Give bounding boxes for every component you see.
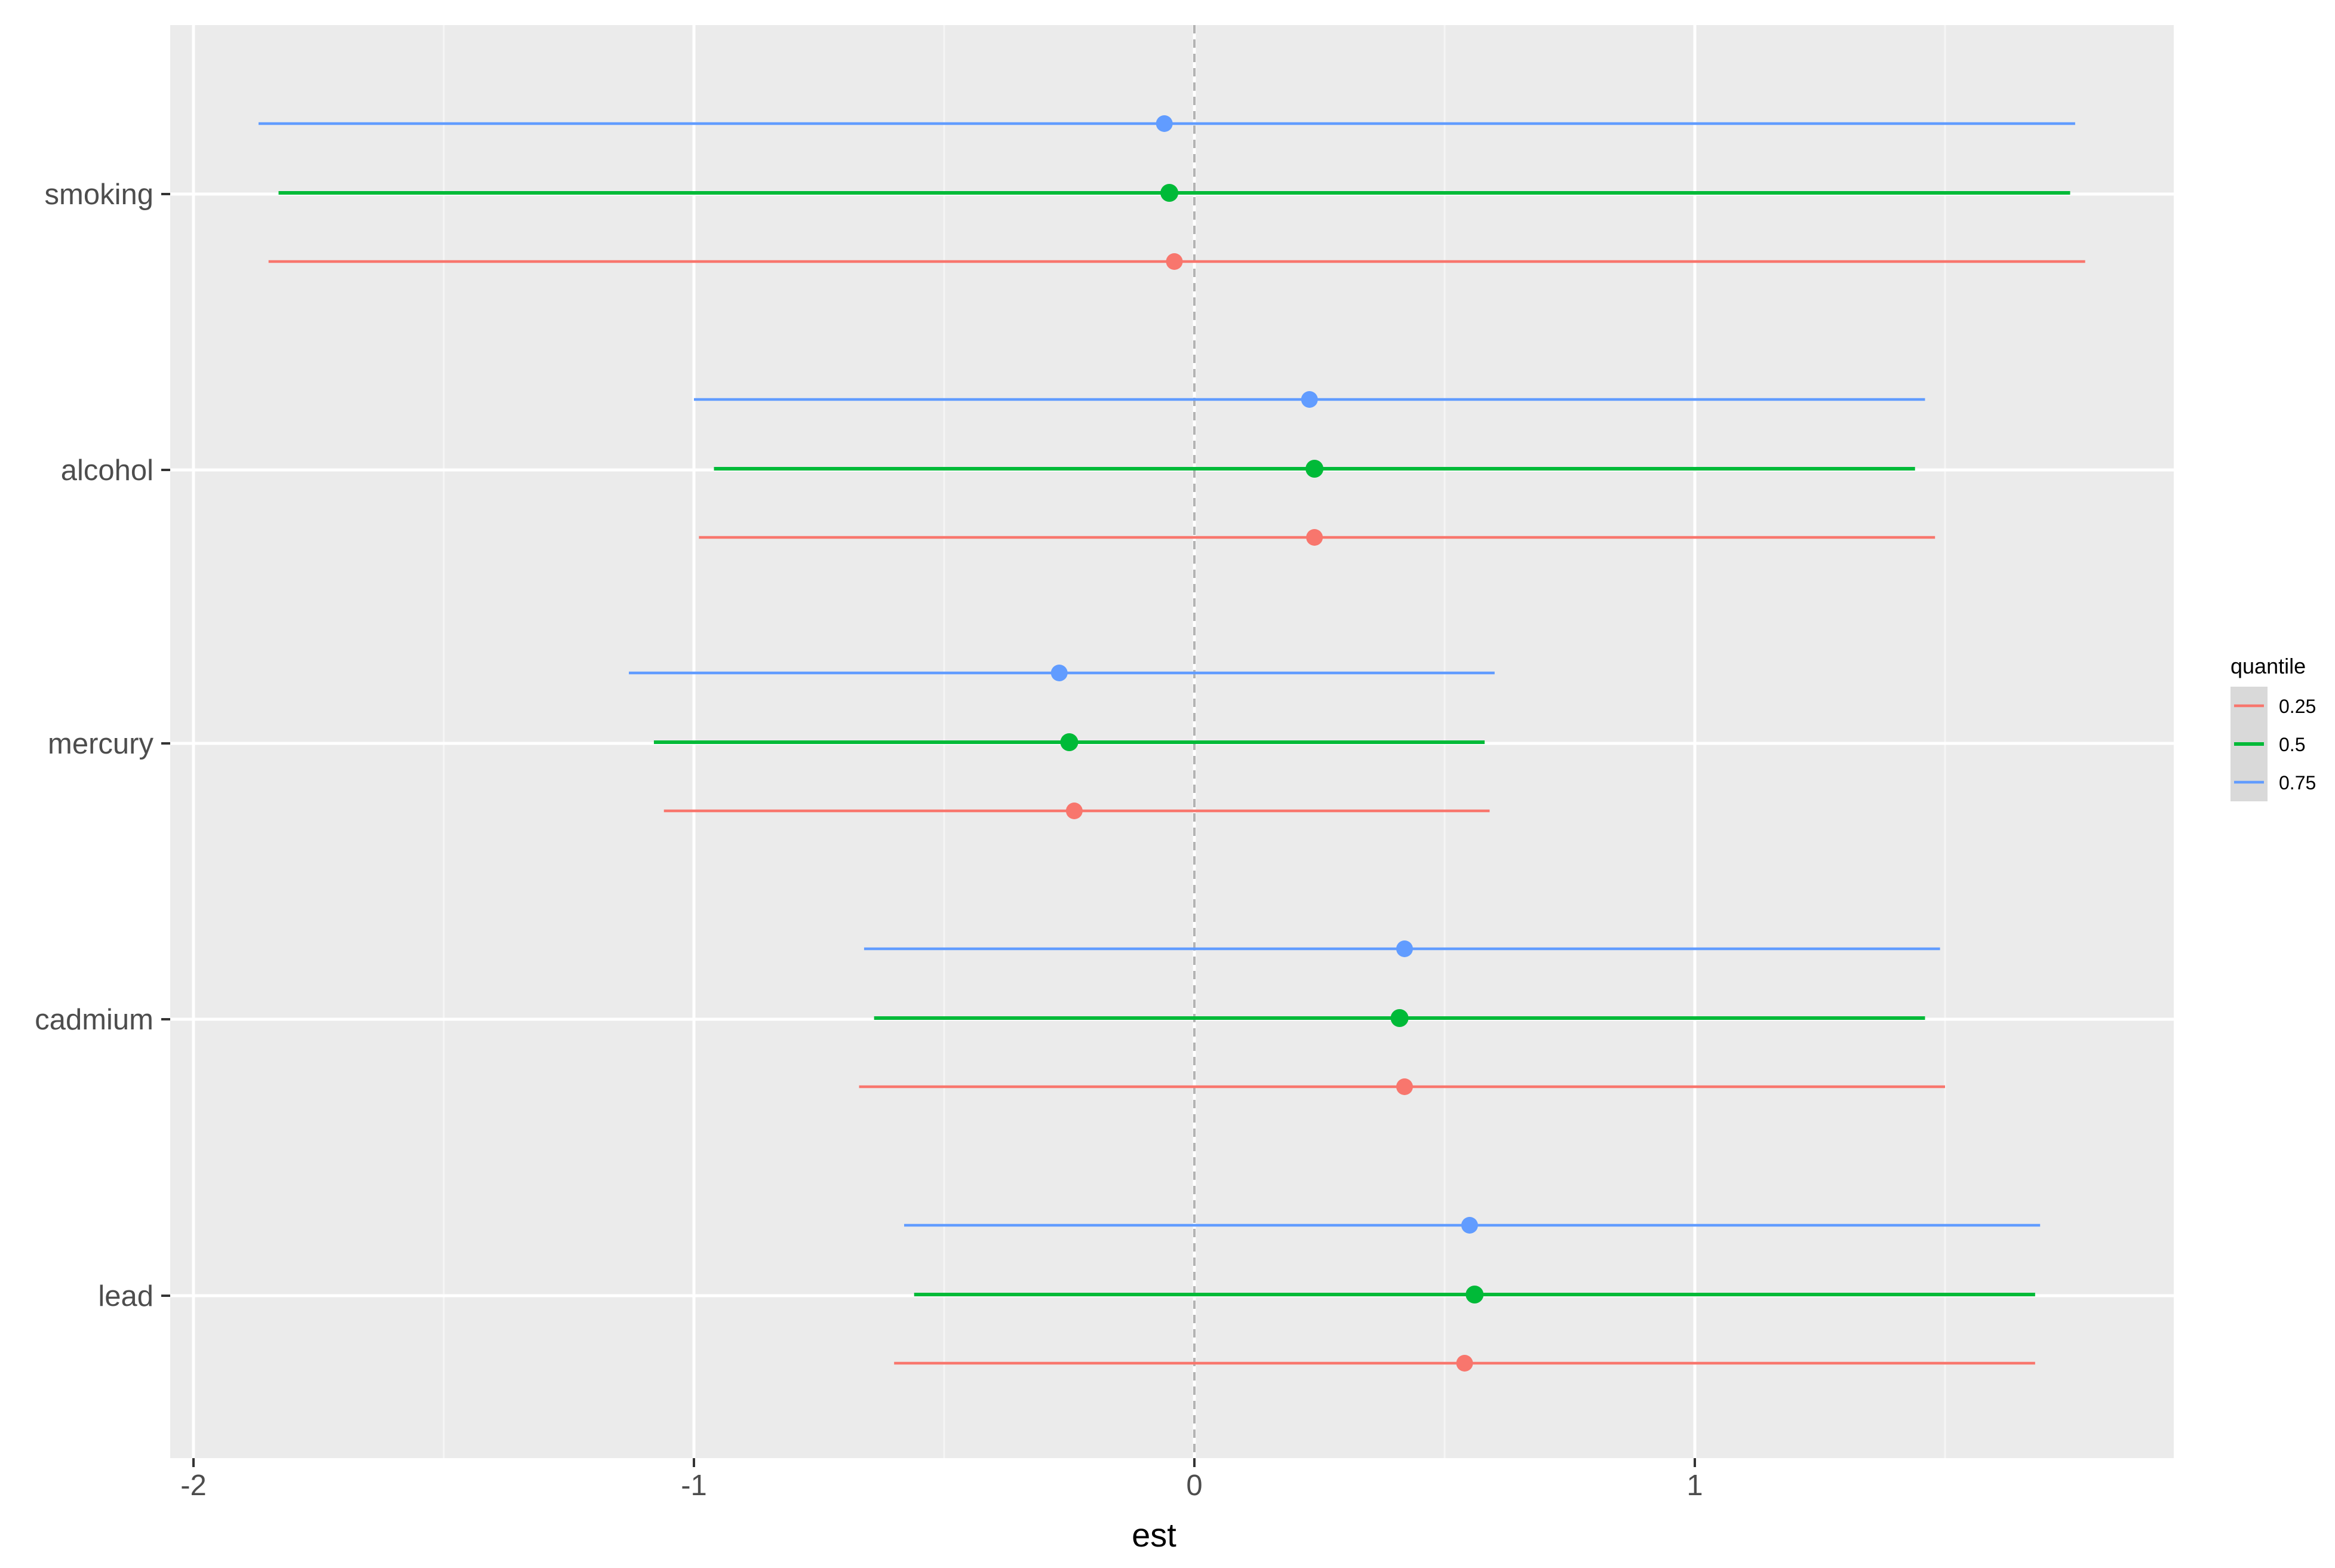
estimate-point-cadmium-0.5 <box>1390 1009 1409 1027</box>
y-tick-label-cadmium: cadmium <box>35 1004 153 1036</box>
legend-label-0.5: 0.5 <box>2279 734 2305 755</box>
x-tick-label: -2 <box>180 1469 207 1502</box>
estimate-point-lead-0.25 <box>1456 1355 1473 1372</box>
estimate-point-mercury-0.75 <box>1050 665 1068 681</box>
estimate-point-lead-0.75 <box>1461 1217 1478 1234</box>
x-axis-title: est <box>1132 1516 1176 1554</box>
y-tick-label-mercury: mercury <box>48 728 153 760</box>
estimate-point-cadmium-0.75 <box>1396 940 1413 957</box>
legend-label-0.75: 0.75 <box>2279 772 2316 794</box>
estimate-point-smoking-0.25 <box>1166 253 1183 270</box>
legend-label-0.25: 0.25 <box>2279 696 2316 717</box>
estimate-points <box>1050 115 1484 1372</box>
estimate-point-alcohol-0.5 <box>1305 460 1324 478</box>
y-tick-label-smoking: smoking <box>45 179 153 211</box>
estimate-point-smoking-0.5 <box>1160 184 1179 202</box>
y-tick-label-alcohol: alcohol <box>61 454 153 487</box>
estimate-point-mercury-0.25 <box>1065 803 1083 819</box>
legend: quantile 0.25 0.5 0.75 <box>2230 654 2316 801</box>
x-tick-label: 0 <box>1186 1469 1202 1502</box>
estimate-point-mercury-0.5 <box>1060 733 1079 751</box>
estimate-point-alcohol-0.75 <box>1301 391 1318 408</box>
estimate-point-smoking-0.75 <box>1156 115 1173 132</box>
estimate-point-lead-0.5 <box>1465 1286 1484 1303</box>
legend-title: quantile <box>2230 654 2306 678</box>
y-axis: smoking alcohol mercury cadmium lead <box>35 179 170 1312</box>
estimate-point-alcohol-0.25 <box>1306 529 1323 546</box>
y-tick-label-lead: lead <box>98 1280 153 1312</box>
x-tick-label: 1 <box>1686 1469 1703 1502</box>
estimate-point-cadmium-0.25 <box>1396 1078 1413 1095</box>
x-tick-label: -1 <box>681 1469 707 1502</box>
x-axis: -2 -1 0 1 <box>180 1458 1703 1502</box>
